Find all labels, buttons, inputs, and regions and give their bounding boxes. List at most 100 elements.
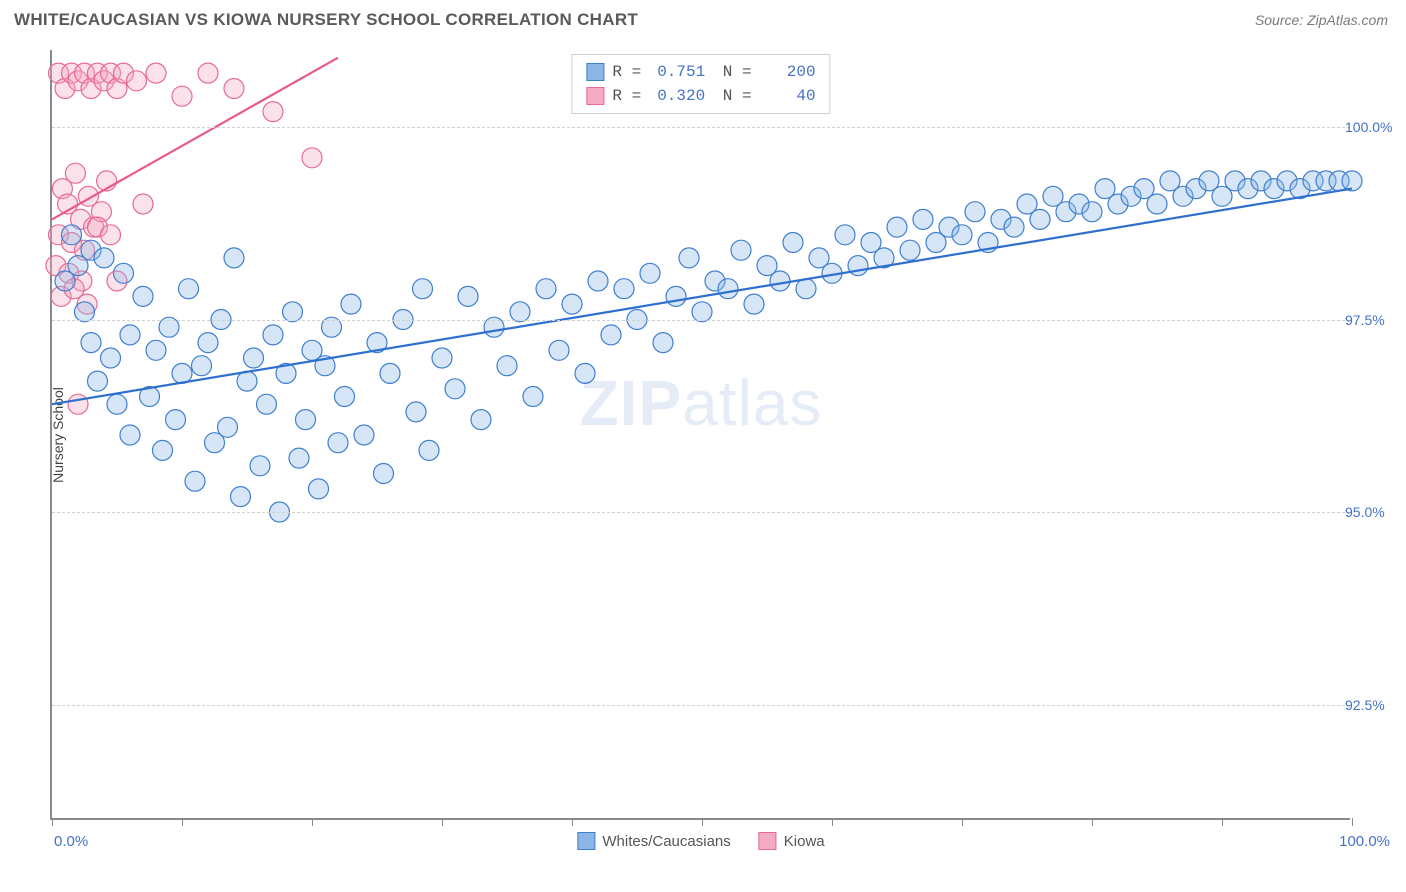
data-point — [257, 394, 277, 414]
data-point — [887, 217, 907, 237]
data-point — [900, 240, 920, 260]
data-point — [289, 448, 309, 468]
data-point — [653, 333, 673, 353]
y-tick-label: 100.0% — [1345, 119, 1400, 135]
blue-r-value: 0.751 — [649, 60, 705, 84]
data-point — [744, 294, 764, 314]
data-point — [65, 163, 85, 183]
data-point — [419, 440, 439, 460]
data-point — [120, 325, 140, 345]
data-point — [913, 209, 933, 229]
x-axis-max-label: 100.0% — [1339, 833, 1390, 850]
data-point — [445, 379, 465, 399]
blue-swatch-icon — [577, 832, 595, 850]
y-tick-label: 97.5% — [1345, 312, 1400, 328]
data-point — [374, 464, 394, 484]
data-point — [1342, 171, 1362, 191]
data-point — [101, 225, 121, 245]
data-point — [413, 279, 433, 299]
data-point — [127, 71, 147, 91]
data-point — [263, 102, 283, 122]
data-point — [1030, 209, 1050, 229]
data-point — [328, 433, 348, 453]
stats-legend: R = 0.751 N = 200 R = 0.320 N = 40 — [571, 54, 830, 114]
r-label: R = — [612, 84, 641, 108]
data-point — [640, 263, 660, 283]
data-point — [471, 410, 491, 430]
data-point — [101, 348, 121, 368]
data-point — [146, 340, 166, 360]
data-point — [679, 248, 699, 268]
data-point — [835, 225, 855, 245]
data-point — [185, 471, 205, 491]
data-point — [133, 194, 153, 214]
data-point — [62, 225, 82, 245]
data-point — [146, 63, 166, 83]
data-point — [458, 286, 478, 306]
source-label: Source: ZipAtlas.com — [1255, 12, 1388, 28]
data-point — [601, 325, 621, 345]
stats-row-blue: R = 0.751 N = 200 — [586, 60, 815, 84]
data-point — [68, 394, 88, 414]
data-point — [172, 86, 192, 106]
data-point — [536, 279, 556, 299]
data-point — [783, 233, 803, 253]
data-point — [192, 356, 212, 376]
data-point — [302, 148, 322, 168]
data-point — [354, 425, 374, 445]
data-point — [120, 425, 140, 445]
data-point — [796, 279, 816, 299]
data-point — [562, 294, 582, 314]
data-point — [341, 294, 361, 314]
data-point — [198, 63, 218, 83]
data-point — [107, 394, 127, 414]
data-point — [952, 225, 972, 245]
n-label: N = — [713, 84, 751, 108]
data-point — [296, 410, 316, 430]
data-point — [549, 340, 569, 360]
data-point — [88, 371, 108, 391]
data-point — [770, 271, 790, 291]
data-point — [133, 286, 153, 306]
y-tick-label: 92.5% — [1345, 697, 1400, 713]
data-point — [94, 248, 114, 268]
blue-n-value: 200 — [760, 60, 816, 84]
data-point — [1004, 217, 1024, 237]
data-point — [250, 456, 270, 476]
trend-line — [52, 189, 1352, 405]
data-point — [166, 410, 186, 430]
data-point — [1082, 202, 1102, 222]
r-label: R = — [612, 60, 641, 84]
data-point — [335, 387, 355, 407]
data-point — [432, 348, 452, 368]
blue-swatch-icon — [586, 63, 604, 81]
data-point — [575, 363, 595, 383]
data-point — [224, 248, 244, 268]
legend-item-blue: Whites/Caucasians — [577, 832, 730, 850]
data-point — [523, 387, 543, 407]
data-point — [231, 487, 251, 507]
pink-swatch-icon — [759, 832, 777, 850]
plot-area: R = 0.751 N = 200 R = 0.320 N = 40 ZIPat… — [50, 50, 1350, 820]
x-axis-min-label: 0.0% — [54, 833, 88, 850]
blue-series-label: Whites/Caucasians — [602, 833, 730, 850]
data-point — [588, 271, 608, 291]
data-point — [218, 417, 238, 437]
pink-swatch-icon — [586, 87, 604, 105]
chart-title: WHITE/CAUCASIAN VS KIOWA NURSERY SCHOOL … — [14, 10, 638, 30]
data-point — [666, 286, 686, 306]
data-point — [244, 348, 264, 368]
stats-row-pink: R = 0.320 N = 40 — [586, 84, 815, 108]
data-point — [406, 402, 426, 422]
data-point — [179, 279, 199, 299]
header-bar: WHITE/CAUCASIAN VS KIOWA NURSERY SCHOOL … — [0, 0, 1406, 36]
pink-series-label: Kiowa — [784, 833, 825, 850]
data-point — [497, 356, 517, 376]
data-point — [614, 279, 634, 299]
chart-container: Nursery School R = 0.751 N = 200 R = 0.3… — [50, 50, 1390, 820]
n-label: N = — [713, 60, 751, 84]
data-point — [114, 263, 134, 283]
series-legend: Whites/Caucasians Kiowa — [577, 832, 824, 850]
pink-n-value: 40 — [760, 84, 816, 108]
data-point — [81, 333, 101, 353]
